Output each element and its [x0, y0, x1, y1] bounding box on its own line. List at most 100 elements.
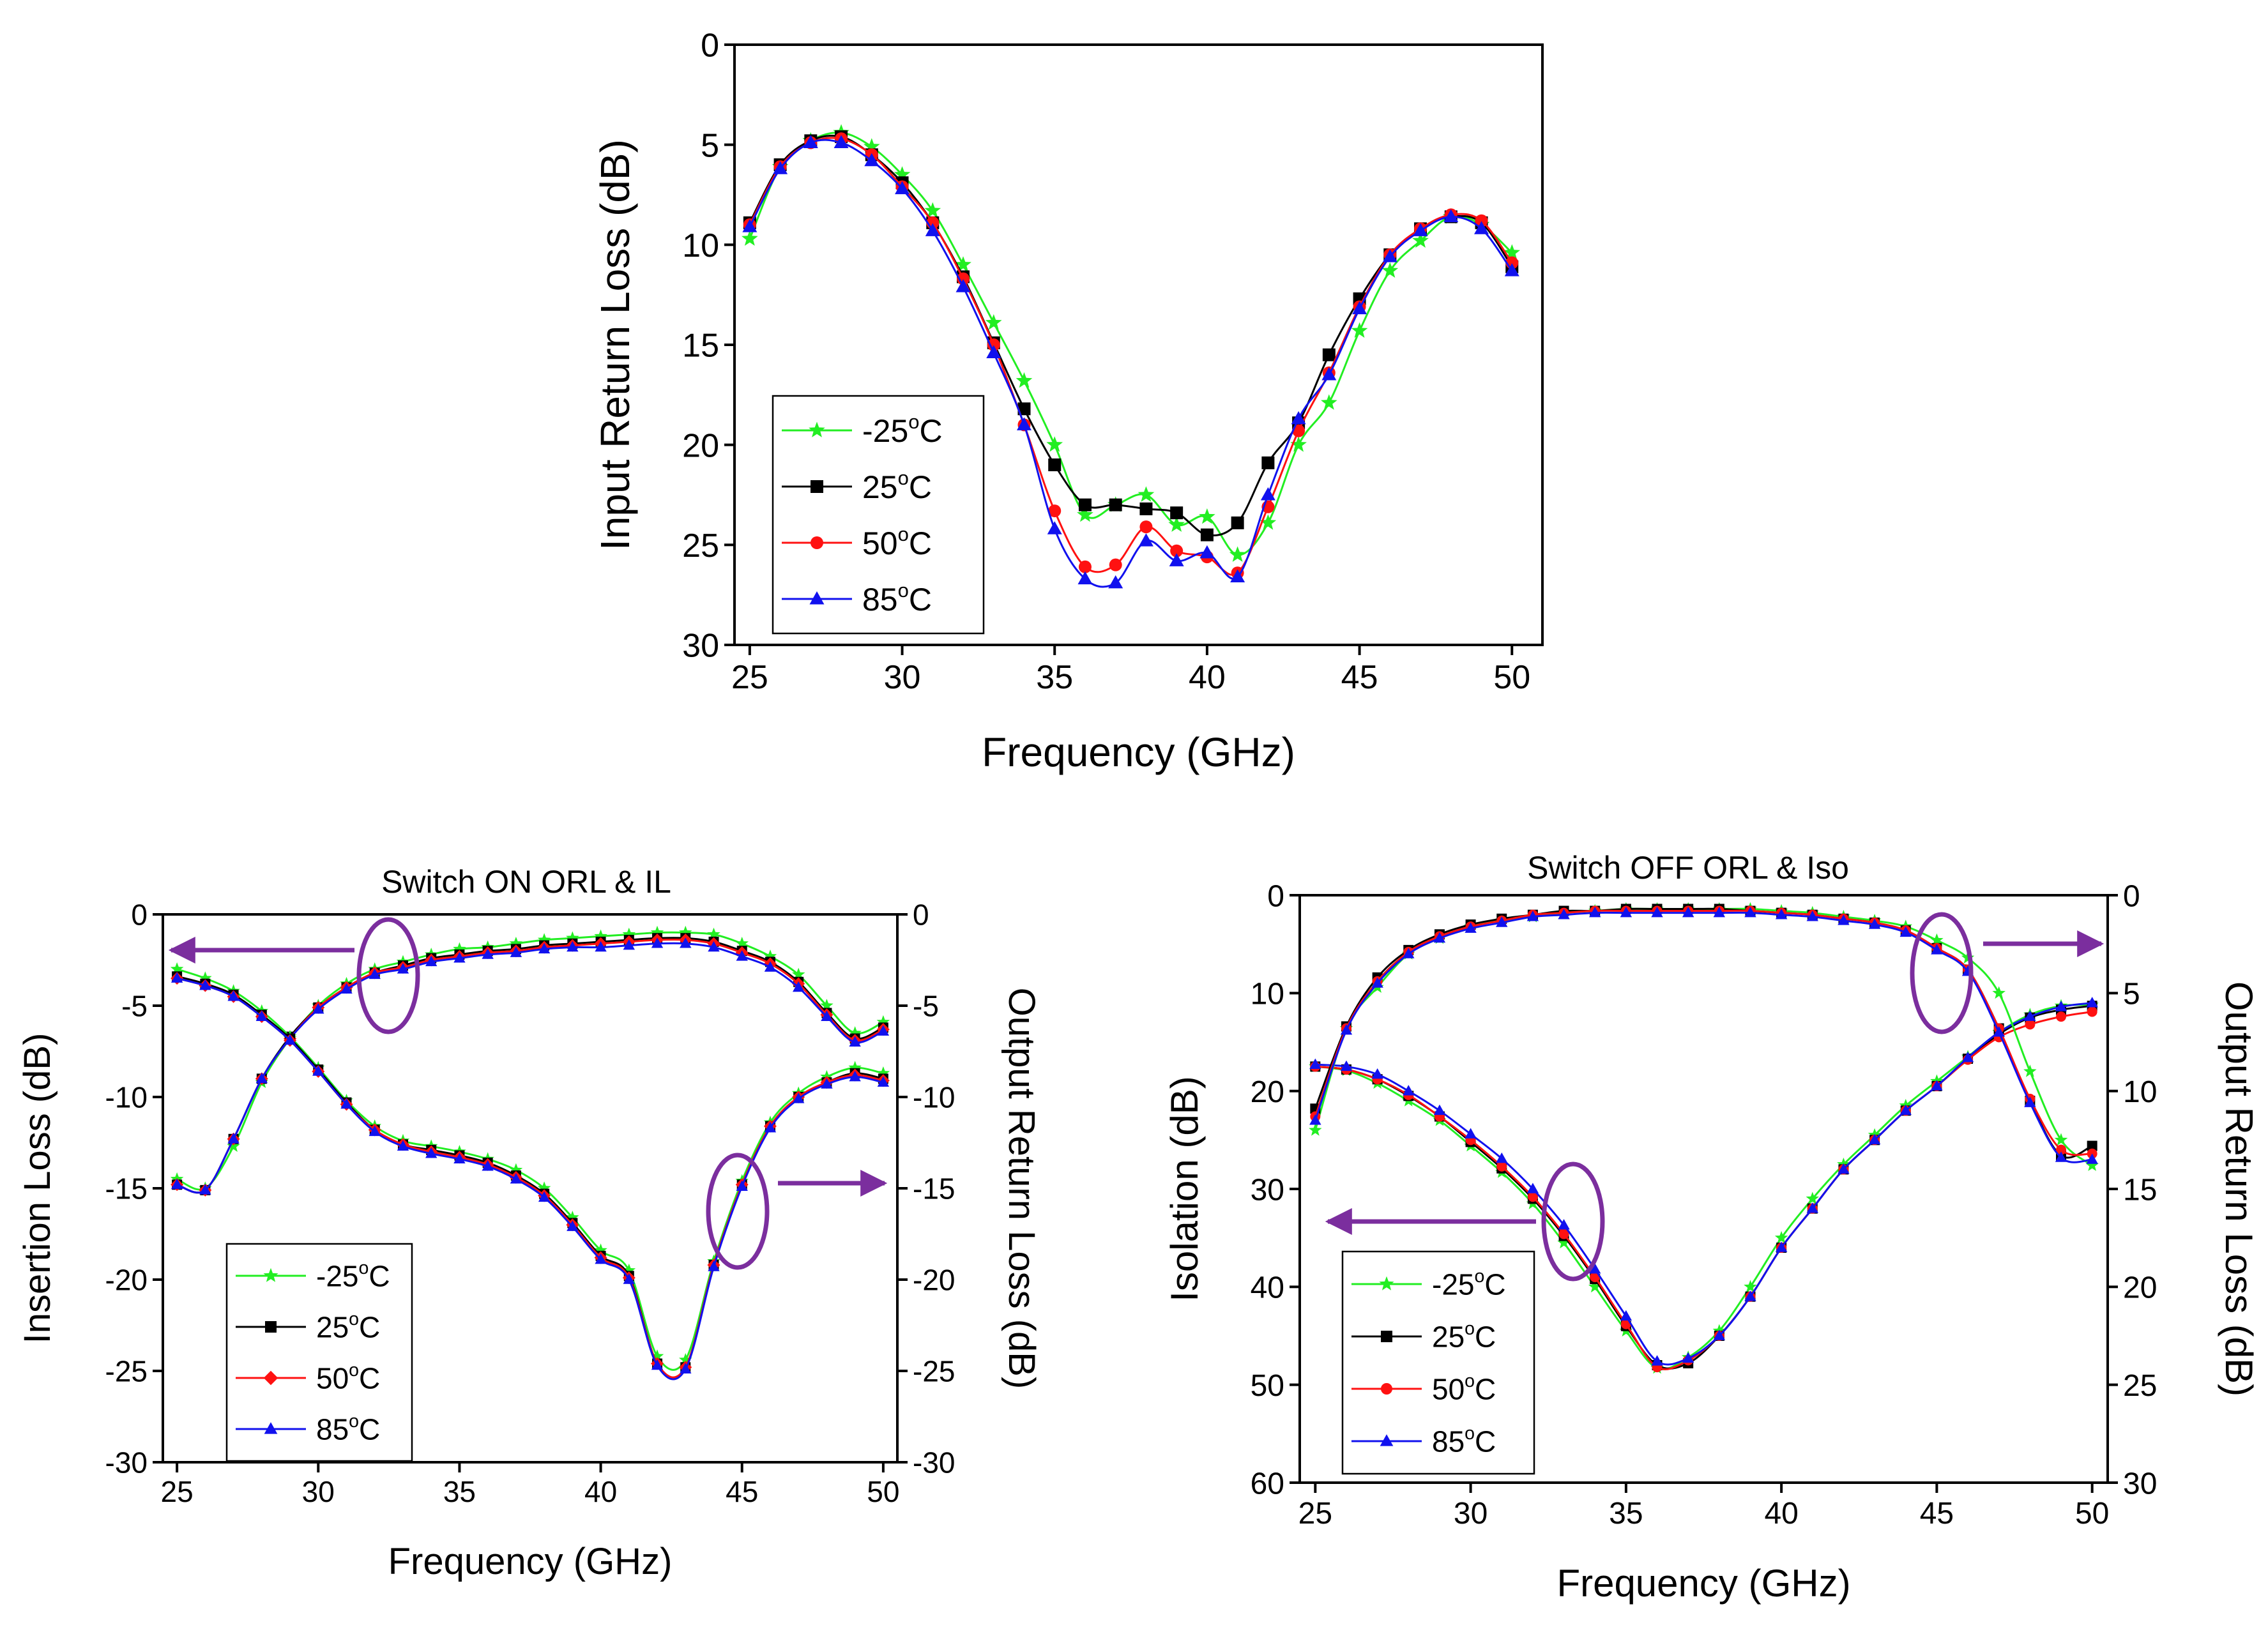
- data-point: [2055, 1001, 2067, 1011]
- data-point: [312, 1003, 324, 1014]
- data-point: [679, 1353, 692, 1366]
- data-point: [736, 1180, 748, 1191]
- data-point: [1496, 1152, 1508, 1163]
- data-point: [1309, 1058, 1321, 1070]
- data-point: [1589, 907, 1601, 918]
- data-point: [1371, 1068, 1383, 1079]
- data-point: [1078, 560, 1092, 573]
- data-point: [1588, 1280, 1602, 1293]
- data-point: [538, 1191, 551, 1202]
- data-point: [1527, 1191, 1538, 1202]
- data-point: [397, 963, 409, 974]
- annotation-ellipse-off-orl: [1910, 912, 1974, 1034]
- data-point: [1290, 436, 1307, 452]
- x-tick-label: 45: [1920, 1497, 1954, 1531]
- data-point: [1199, 545, 1215, 559]
- data-point: [791, 967, 805, 981]
- y-tick-label: 10: [2123, 1075, 2157, 1109]
- data-point: [510, 946, 522, 957]
- data-point: [453, 1153, 466, 1164]
- data-point: [2055, 1151, 2067, 1162]
- y-tick-label: -30: [105, 1446, 148, 1479]
- data-point: [509, 1163, 523, 1176]
- legend-marker: [809, 421, 825, 437]
- y-tick-label: 0: [2123, 879, 2140, 913]
- data-point: [623, 939, 635, 950]
- series-line: [1315, 1002, 2092, 1366]
- data-point: [864, 138, 880, 154]
- data-point: [622, 927, 636, 941]
- data-point: [1260, 514, 1277, 530]
- data-point: [1309, 1114, 1321, 1125]
- data-point: [708, 1260, 720, 1271]
- data-point: [171, 1178, 183, 1190]
- data-point: [1200, 528, 1214, 541]
- data-point: [764, 961, 777, 972]
- chart-title: Switch OFF ORL & Iso: [1527, 850, 1849, 886]
- data-point: [2024, 1096, 2036, 1107]
- data-point: [735, 937, 749, 949]
- data-point: [369, 968, 381, 980]
- data-point: [284, 1034, 296, 1045]
- data-point: [567, 941, 579, 952]
- data-point: [1309, 1123, 1322, 1136]
- y-tick-label: 20: [2123, 1271, 2157, 1305]
- data-point: [848, 1061, 862, 1073]
- y-tick-label: 30: [682, 628, 719, 665]
- data-point: [1168, 516, 1185, 532]
- data-point: [1199, 508, 1215, 524]
- data-point: [803, 135, 818, 149]
- legend-marker: [1380, 1434, 1394, 1446]
- series-line: [1315, 1004, 2092, 1370]
- x-tick-label: 50: [1493, 659, 1530, 696]
- series-line: [749, 132, 1513, 556]
- x-tick-label: 25: [1298, 1497, 1332, 1531]
- y-tick-label: -20: [913, 1264, 955, 1297]
- data-point: [1016, 372, 1033, 388]
- data-point: [680, 937, 692, 948]
- data-point: [821, 1078, 833, 1089]
- data-point: [425, 955, 438, 967]
- y-tick-label: 15: [2123, 1173, 2157, 1207]
- legend: [1341, 1250, 1535, 1475]
- data-point: [1138, 486, 1155, 502]
- data-point: [877, 1076, 890, 1087]
- y-tick-label: 5: [701, 127, 719, 164]
- legend-marker: [1381, 1383, 1392, 1395]
- y-tick-label: 25: [2123, 1369, 2157, 1403]
- data-point: [453, 942, 466, 955]
- data-point: [397, 1140, 409, 1151]
- data-point: [1109, 558, 1122, 571]
- data-point: [1713, 1329, 1726, 1340]
- data-point: [1138, 533, 1153, 547]
- y-tick-label: 0: [913, 898, 929, 932]
- data-point: [1504, 263, 1519, 276]
- data-point: [820, 999, 833, 1011]
- x-axis-label: Frequency (GHz): [982, 729, 1295, 775]
- data-point: [877, 1025, 890, 1036]
- legend-label: 50oC: [316, 1360, 380, 1395]
- data-point: [1322, 348, 1336, 361]
- data-point: [595, 1253, 607, 1264]
- legend-marker: [1379, 1276, 1394, 1290]
- x-tick-label: 35: [1036, 659, 1073, 696]
- switch-off-chart: Switch OFF ORL & Iso 25 30 35 40 45 500102030…: [1163, 850, 2260, 1605]
- data-point: [510, 1173, 522, 1184]
- data-point: [1992, 986, 2005, 999]
- data-point: [1139, 502, 1153, 515]
- data-point: [482, 1160, 494, 1171]
- data-point: [1931, 1080, 1943, 1091]
- data-point: [1899, 1104, 1912, 1116]
- y-tick-label: -5: [121, 990, 148, 1023]
- data-point: [763, 949, 777, 962]
- data-point: [1775, 909, 1788, 919]
- data-point: [1260, 487, 1275, 501]
- data-point: [1899, 926, 1912, 937]
- legend-label: 85oC: [1432, 1423, 1496, 1458]
- legend-label: 85oC: [316, 1411, 380, 1446]
- data-point: [1806, 911, 1818, 921]
- data-point: [2024, 1010, 2036, 1021]
- data-point: [792, 981, 805, 992]
- data-point: [1475, 214, 1488, 227]
- data-point: [1838, 1163, 1850, 1174]
